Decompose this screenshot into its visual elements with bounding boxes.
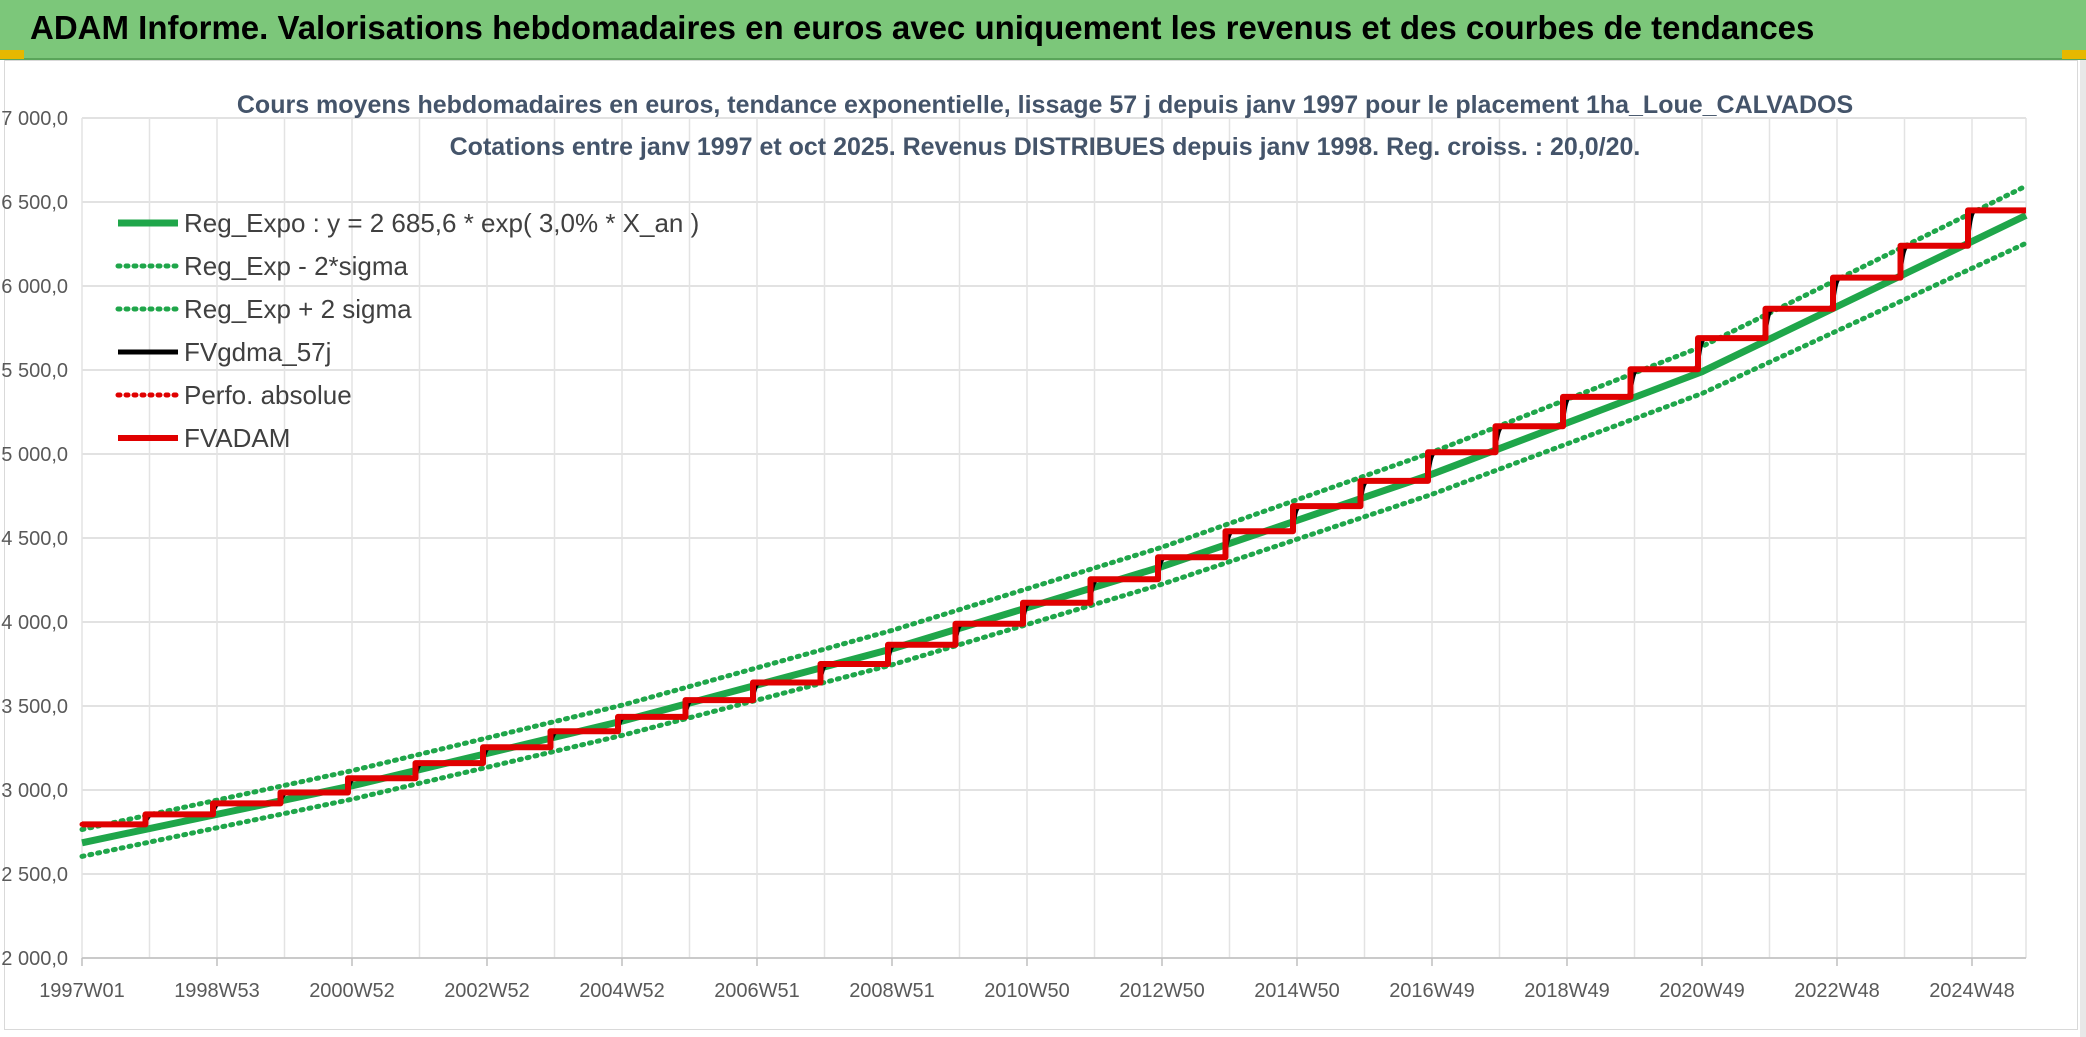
legend: Reg_Expo : y = 2 685,6 * exp( 3,0% * X_a…: [115, 208, 699, 453]
chart-frame: [4, 60, 2078, 1030]
x-tick-label: 1998W53: [174, 980, 260, 1002]
x-tick-label: 2010W50: [984, 980, 1070, 1002]
x-tick-label: 2016W49: [1389, 980, 1475, 1002]
x-tick-label: 2000W52: [309, 980, 395, 1002]
y-tick-label: 5 500,0: [1, 360, 68, 382]
y-tick-label: 3 500,0: [1, 696, 68, 718]
y-tick-label: 2 500,0: [1, 864, 68, 886]
y-tick-label: 2 000,0: [1, 948, 68, 970]
series-line: [79, 240, 2029, 859]
series-line: [79, 183, 2029, 832]
y-tick-label: 5 000,0: [1, 444, 68, 466]
report-title: ADAM Informe. Valorisations hebdomadaire…: [30, 9, 1815, 46]
x-tick-label: 2020W49: [1659, 980, 1745, 1002]
legend-label: Reg_Exp - 2*sigma: [184, 251, 409, 281]
series-line: [79, 207, 2029, 827]
chart-subtitle: Cotations entre janv 1997 et oct 2025. R…: [450, 133, 1641, 161]
x-tick-label: 2004W52: [579, 980, 665, 1002]
legend-label: FVgdma_57j: [184, 337, 331, 367]
y-tick-label: 4 500,0: [1, 528, 68, 550]
x-tick-label: 2002W52: [444, 980, 530, 1002]
chart-title: Cours moyens hebdomadaires en euros, ten…: [237, 91, 1853, 119]
report-banner: ADAM Informe. Valorisations hebdomadaire…: [0, 0, 2086, 60]
legend-label: Reg_Expo : y = 2 685,6 * exp( 3,0% * X_a…: [184, 208, 699, 238]
x-tick-label: 2022W48: [1794, 980, 1880, 1002]
y-tick-label: 7 000,0: [1, 108, 68, 130]
x-tick-label: 2018W49: [1524, 980, 1610, 1002]
x-tick-label: 2014W50: [1254, 980, 1340, 1002]
x-tick-label: 2012W50: [1119, 980, 1205, 1002]
x-tick-label: 2006W51: [714, 980, 800, 1002]
y-tick-label: 3 000,0: [1, 780, 68, 802]
legend-label: FVADAM: [184, 423, 290, 453]
corner-tab-right: [2062, 50, 2086, 59]
corner-tab-left: [0, 50, 24, 59]
scroll-edge: [2080, 60, 2086, 1037]
series-layer: [79, 183, 2029, 859]
legend-label: Perfo. absolue: [184, 380, 352, 410]
y-tick-label: 4 000,0: [1, 612, 68, 634]
y-tick-label: 6 500,0: [1, 192, 68, 214]
legend-label: Reg_Exp + 2 sigma: [184, 294, 412, 324]
grid-layer: [81, 117, 2027, 959]
x-tick-label: 2008W51: [849, 980, 935, 1002]
axis-layer: 2 000,0 2 500,0 3 000,0 3 500,0 4 000,0 4 500…: [1, 108, 2026, 1002]
y-tick-label: 6 000,0: [1, 276, 68, 298]
x-tick-label: 1997W01: [39, 980, 125, 1002]
x-tick-label: 2024W48: [1929, 980, 2015, 1002]
